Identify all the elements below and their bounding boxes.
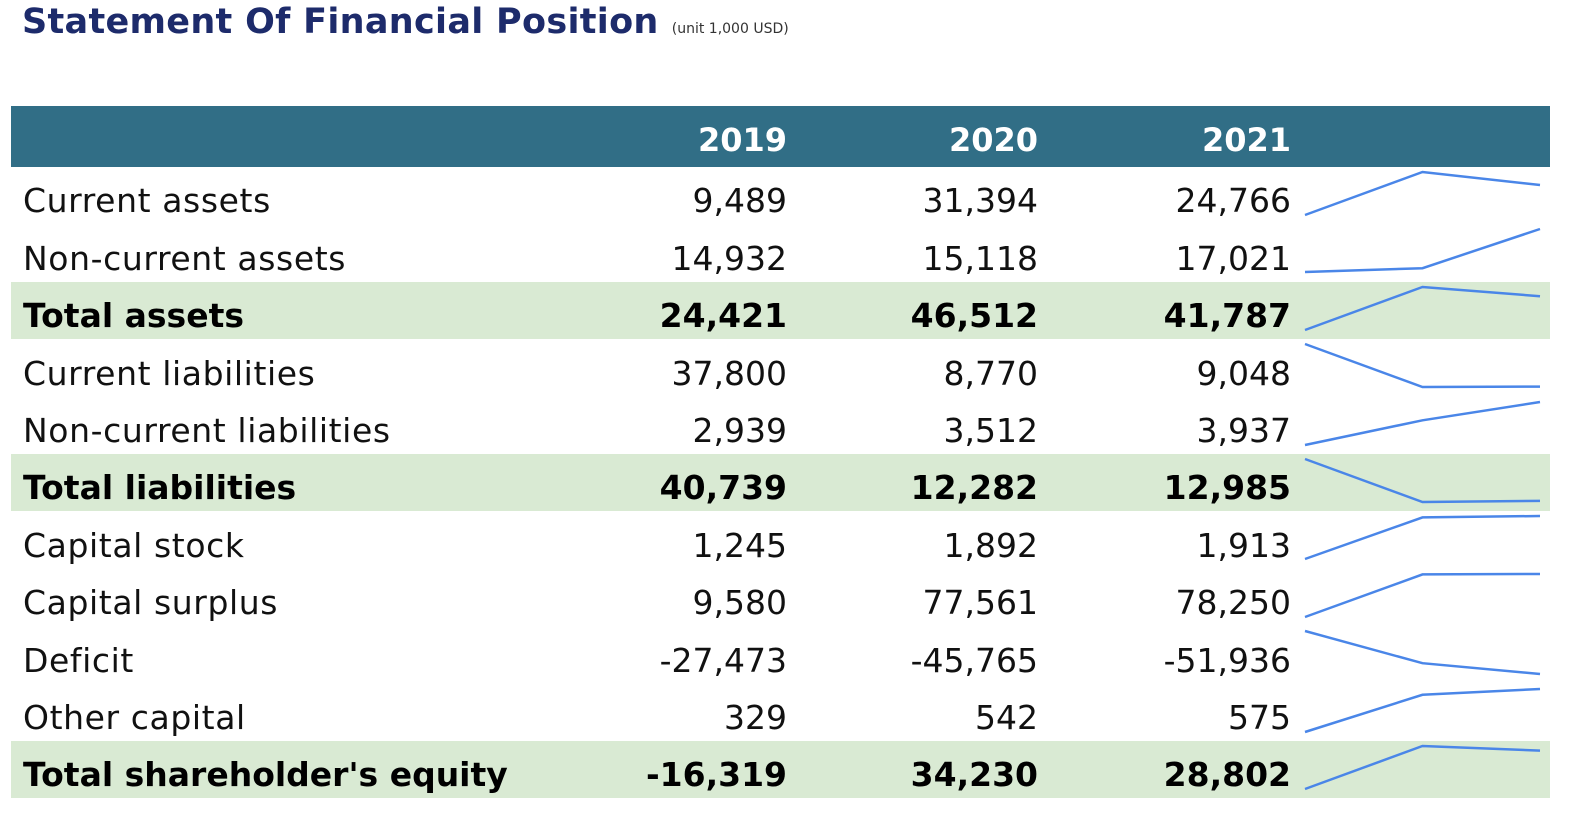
cell-2021: 12,985 — [1163, 468, 1291, 508]
sparkline-line — [1304, 170, 1541, 217]
row-label: Other capital — [23, 697, 246, 737]
cell-2021: 17,021 — [1175, 238, 1291, 278]
sparkline-line — [1304, 457, 1541, 504]
sparkline-line — [1304, 744, 1541, 791]
cell-2020: 12,282 — [910, 468, 1038, 508]
cell-2019: 329 — [724, 697, 787, 737]
sparkline-line — [1304, 342, 1541, 389]
cell-2020: 1,892 — [943, 525, 1038, 565]
table-row: Capital stock 1,245 1,892 1,913 — [11, 511, 1550, 568]
table-row-total: Total shareholder's equity -16,319 34,23… — [11, 740, 1550, 799]
page-title: Statement Of Financial Position — [22, 2, 659, 42]
cell-2019: 2,939 — [692, 410, 787, 450]
cell-2021: 24,766 — [1175, 181, 1291, 221]
table-row: Deficit -27,473 -45,765 -51,936 — [11, 626, 1550, 683]
sparkline — [1304, 342, 1541, 389]
table-row: Non-current assets 14,932 15,118 17,021 — [11, 224, 1550, 281]
row-label: Total liabilities — [23, 468, 297, 508]
row-label: Total assets — [23, 296, 244, 336]
cell-2021: 1,913 — [1196, 525, 1291, 565]
sparkline-line — [1304, 572, 1541, 618]
cell-2019: -27,473 — [659, 640, 787, 680]
cell-2021: 575 — [1228, 697, 1291, 737]
sparkline — [1304, 457, 1541, 504]
column-header-2021: 2021 — [1201, 121, 1291, 159]
table-row: Other capital 329 542 575 — [11, 684, 1550, 741]
sparkline — [1304, 400, 1541, 446]
sparkline — [1304, 687, 1541, 733]
cell-2021: -51,936 — [1163, 640, 1291, 680]
table-row-total: Total liabilities 40,739 12,282 12,985 — [11, 453, 1550, 512]
sparkline — [1304, 285, 1541, 331]
cell-2020: 77,561 — [922, 583, 1038, 623]
cell-2020: 46,512 — [910, 296, 1038, 336]
title-bar: Statement Of Financial Position (unit 1,… — [22, 2, 789, 50]
sparkline — [1304, 228, 1541, 274]
cell-2019: 14,932 — [671, 238, 787, 278]
row-label: Non-current assets — [23, 238, 347, 278]
sparkline — [1304, 629, 1541, 676]
sparkline-line — [1304, 629, 1541, 676]
sparkline-line — [1304, 228, 1541, 274]
cell-2020: 15,118 — [922, 238, 1038, 278]
cell-2019: 9,489 — [692, 181, 787, 221]
table-header: 2019 2020 2021 — [11, 106, 1550, 167]
table-row-total: Total assets 24,421 46,512 41,787 — [11, 281, 1550, 340]
row-label: Current assets — [23, 181, 271, 221]
cell-2020: 31,394 — [922, 181, 1038, 221]
sparkline-line — [1304, 400, 1541, 446]
cell-2021: 41,787 — [1163, 296, 1291, 336]
sparkline-line — [1304, 285, 1541, 331]
row-label: Total shareholder's equity — [23, 755, 508, 795]
sparkline — [1304, 744, 1541, 791]
cell-2019: 9,580 — [692, 583, 787, 623]
table-row: Non-current liabilities 2,939 3,512 3,93… — [11, 397, 1550, 454]
cell-2020: 3,512 — [943, 410, 1038, 450]
unit-note: (unit 1,000 USD) — [671, 21, 789, 37]
cell-2019: 40,739 — [659, 468, 787, 508]
cell-2019: 1,245 — [692, 525, 787, 565]
row-label: Current liabilities — [23, 353, 316, 393]
row-label: Deficit — [23, 640, 134, 680]
cell-2020: 8,770 — [943, 353, 1038, 393]
row-label: Capital surplus — [23, 583, 279, 623]
cell-2021: 78,250 — [1175, 583, 1291, 623]
cell-2021: 9,048 — [1196, 353, 1291, 393]
cell-2020: -45,765 — [910, 640, 1038, 680]
table-row: Current assets 9,489 31,394 24,766 — [11, 167, 1550, 224]
cell-2019: 37,800 — [671, 353, 787, 393]
financial-table: 2019 2020 2021 Current assets 9,489 31,3… — [11, 106, 1550, 799]
row-label: Capital stock — [23, 525, 245, 565]
cell-2020: 34,230 — [910, 755, 1038, 795]
sparkline-line — [1304, 515, 1541, 561]
table-row: Current liabilities 37,800 8,770 9,048 — [11, 339, 1550, 396]
cell-2020: 542 — [975, 697, 1038, 737]
cell-2021: 28,802 — [1163, 755, 1291, 795]
sparkline-line — [1304, 687, 1541, 733]
cell-2019: 24,421 — [659, 296, 787, 336]
sparkline — [1304, 515, 1541, 561]
row-label: Non-current liabilities — [23, 410, 391, 450]
cell-2021: 3,937 — [1196, 410, 1291, 450]
column-header-2019: 2019 — [697, 121, 787, 159]
cell-2019: -16,319 — [645, 755, 787, 795]
sparkline — [1304, 170, 1541, 217]
table-row: Capital surplus 9,580 77,561 78,250 — [11, 569, 1550, 626]
sparkline — [1304, 572, 1541, 618]
column-header-2020: 2020 — [948, 121, 1038, 159]
